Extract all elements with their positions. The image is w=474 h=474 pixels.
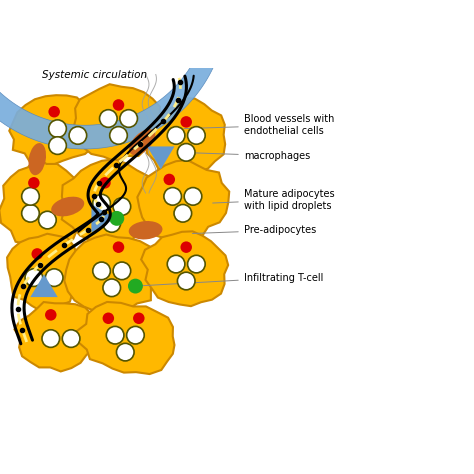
Ellipse shape [93,262,110,280]
Ellipse shape [164,188,182,205]
Polygon shape [62,159,158,246]
Polygon shape [146,99,225,177]
Ellipse shape [177,272,195,290]
Ellipse shape [103,215,120,232]
Ellipse shape [177,144,195,161]
Ellipse shape [45,309,56,320]
Polygon shape [77,302,174,374]
Polygon shape [30,274,58,297]
Ellipse shape [99,177,111,189]
Ellipse shape [128,279,143,293]
Ellipse shape [109,211,124,226]
Ellipse shape [42,330,60,347]
Ellipse shape [167,127,185,144]
Ellipse shape [113,198,131,215]
Ellipse shape [22,204,39,222]
Ellipse shape [103,279,120,297]
Ellipse shape [117,343,134,361]
Ellipse shape [31,248,43,260]
Ellipse shape [127,327,144,344]
Ellipse shape [113,262,131,280]
Ellipse shape [167,255,185,273]
Ellipse shape [51,197,84,217]
Ellipse shape [181,116,192,128]
Ellipse shape [22,188,39,205]
Ellipse shape [188,127,205,144]
Ellipse shape [48,106,60,118]
Ellipse shape [164,173,175,185]
Polygon shape [14,302,100,372]
Ellipse shape [184,188,202,205]
Ellipse shape [62,330,80,347]
Ellipse shape [38,211,56,229]
Text: Infiltrating T-cell: Infiltrating T-cell [138,273,323,286]
Polygon shape [9,95,99,165]
Text: Mature adipocytes
with lipid droplets: Mature adipocytes with lipid droplets [213,189,334,210]
Ellipse shape [113,241,124,253]
Polygon shape [64,235,160,318]
Polygon shape [0,157,82,253]
Ellipse shape [129,129,155,155]
Ellipse shape [25,269,43,286]
Polygon shape [141,231,228,306]
Ellipse shape [46,269,63,286]
Polygon shape [0,32,222,149]
Ellipse shape [106,327,124,344]
Ellipse shape [102,312,114,324]
Polygon shape [137,160,229,241]
Ellipse shape [93,194,110,212]
Polygon shape [147,146,174,169]
Ellipse shape [133,312,145,324]
Text: Systemic circulation: Systemic circulation [42,70,147,80]
Ellipse shape [129,221,163,239]
Polygon shape [73,84,164,161]
Ellipse shape [28,143,46,175]
Ellipse shape [120,109,137,128]
Polygon shape [7,234,82,311]
Ellipse shape [109,127,128,144]
Ellipse shape [181,241,192,253]
Text: macrophages: macrophages [182,151,310,161]
Text: Blood vessels with
endothelial cells: Blood vessels with endothelial cells [184,115,334,136]
Polygon shape [91,204,116,233]
Text: Pre-adipocytes: Pre-adipocytes [192,225,316,235]
Ellipse shape [188,255,205,273]
Ellipse shape [113,99,124,111]
Ellipse shape [49,120,66,137]
Ellipse shape [174,204,191,222]
Ellipse shape [69,127,87,144]
Ellipse shape [28,177,40,189]
Ellipse shape [49,137,66,155]
Ellipse shape [100,109,117,128]
